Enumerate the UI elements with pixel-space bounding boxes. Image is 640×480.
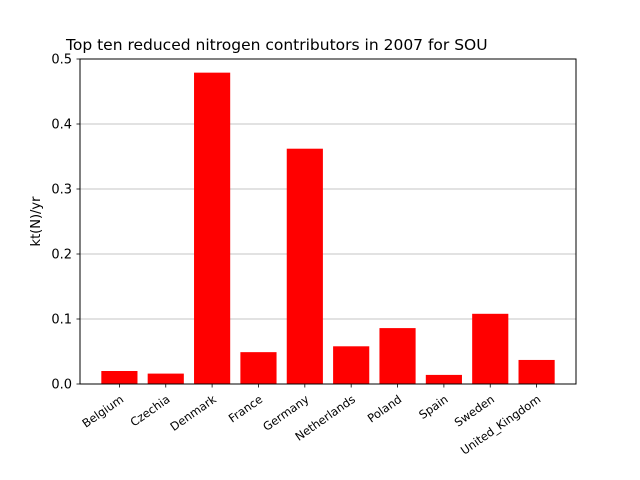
y-tick-label: 0.5 — [51, 53, 72, 68]
bar-sweden — [472, 313, 509, 384]
x-tick-label: Czechia — [128, 392, 173, 429]
chart-title: Top ten reduced nitrogen contributors in… — [65, 36, 488, 54]
y-tick-label: 0.0 — [51, 378, 72, 393]
plot-frame — [79, 58, 577, 385]
x-tick-label: Belgium — [79, 392, 126, 431]
bar-czechia — [147, 373, 184, 384]
x-tick-label: France — [226, 392, 265, 425]
x-tick-label: Poland — [365, 392, 404, 425]
x-tick-label: United_Kingdom — [458, 392, 543, 458]
x-tick-label: Spain — [416, 392, 450, 422]
y-axis-label: kt(N)/yr — [29, 196, 44, 247]
bar-united-kingdom — [518, 359, 555, 384]
y-tick-label: 0.3 — [51, 183, 72, 198]
bar-belgium — [101, 371, 138, 384]
y-axis: 0.0 0.1 0.2 0.3 0.4 0.5 — [51, 53, 80, 393]
bar-spain — [425, 374, 462, 384]
bar-denmark — [194, 72, 231, 385]
bar-netherlands — [333, 346, 370, 384]
x-tick-label: Denmark — [168, 392, 220, 434]
bar-france — [240, 352, 277, 384]
y-tick-label: 0.4 — [51, 118, 72, 133]
y-tick-label: 0.2 — [51, 248, 72, 263]
bar-poland — [379, 328, 416, 384]
bars — [101, 72, 555, 385]
grid-lines — [80, 123, 576, 320]
bar-germany — [286, 148, 323, 384]
y-tick-label: 0.1 — [51, 313, 72, 328]
